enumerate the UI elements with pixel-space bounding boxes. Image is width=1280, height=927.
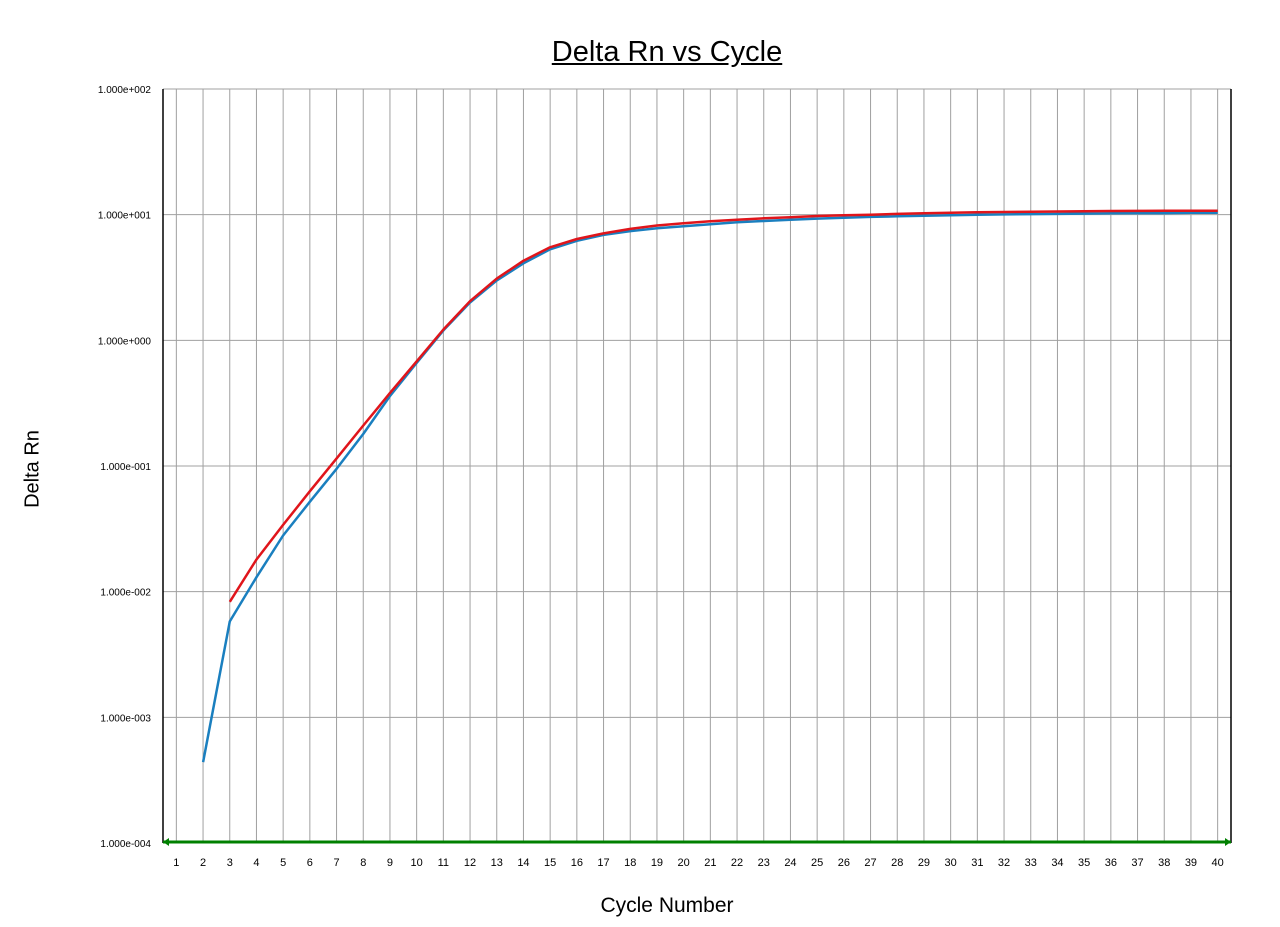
x-tick-label: 24 xyxy=(784,857,796,869)
x-tick-label: 13 xyxy=(491,857,503,869)
x-tick-label: 15 xyxy=(544,857,556,869)
x-tick-label: 3 xyxy=(227,857,233,869)
y-tick-label: 1.000e-004 xyxy=(100,839,151,850)
x-tick-label: 33 xyxy=(1025,857,1037,869)
x-tick-label: 37 xyxy=(1131,857,1143,869)
y-tick-label: 1.000e+001 xyxy=(98,211,152,222)
tick-layer: 1.000e+002 1.000e+001 1.000e+000 1.000e-001… xyxy=(98,85,1224,869)
x-tick-label: 5 xyxy=(280,857,286,869)
x-tick-label: 34 xyxy=(1051,857,1063,869)
y-tick-label: 1.000e-002 xyxy=(100,588,151,599)
x-axis-label: Cycle Number xyxy=(600,894,734,917)
series-line-2 xyxy=(228,209,1218,603)
x-tick-label: 28 xyxy=(891,857,903,869)
threshold-left-arrow xyxy=(163,838,169,846)
x-tick-label: 30 xyxy=(945,857,957,869)
x-tick-label: 19 xyxy=(651,857,663,869)
x-tick-label: 23 xyxy=(758,857,770,869)
x-tick-label: 26 xyxy=(838,857,850,869)
series-line-1 xyxy=(201,211,1218,763)
chart-title: Delta Rn vs Cycle xyxy=(551,36,783,68)
x-tick-label: 25 xyxy=(811,857,823,869)
x-tick-label: 10 xyxy=(411,857,423,869)
x-tick-label: 31 xyxy=(971,857,983,869)
x-tick-label: 17 xyxy=(597,857,609,869)
x-tick-label: 7 xyxy=(333,857,339,869)
x-tick-label: 1 xyxy=(173,857,179,869)
threshold-right-arrow xyxy=(1225,838,1231,846)
x-tick-label: 11 xyxy=(438,857,449,869)
y-tick-label: 1.000e-001 xyxy=(100,462,151,473)
x-tick-label: 9 xyxy=(387,857,393,869)
x-tick-label: 4 xyxy=(253,857,259,869)
x-tick-label: 29 xyxy=(918,857,930,869)
x-tick-label: 35 xyxy=(1078,857,1090,869)
x-tick-label: 8 xyxy=(360,857,366,869)
x-tick-label: 6 xyxy=(307,857,313,869)
x-tick-label: 36 xyxy=(1105,857,1117,869)
x-tick-label: 22 xyxy=(731,857,743,869)
x-tick-label: 2 xyxy=(200,857,206,869)
x-tick-label: 18 xyxy=(624,857,636,869)
y-tick-label: 1.000e-003 xyxy=(100,713,151,724)
x-tick-label: 27 xyxy=(864,857,876,869)
x-tick-label: 32 xyxy=(998,857,1010,869)
x-tick-label: 21 xyxy=(704,857,716,869)
x-tick-label: 38 xyxy=(1158,857,1170,869)
axis-layer xyxy=(162,89,1232,846)
x-tick-label: 20 xyxy=(678,857,690,869)
y-tick-label: 1.000e+000 xyxy=(98,336,152,347)
grid-layer xyxy=(163,88,1231,844)
x-tick-label: 14 xyxy=(517,857,529,869)
x-tick-label: 16 xyxy=(571,857,583,869)
series-layer xyxy=(201,209,1218,763)
x-tick-label: 40 xyxy=(1212,857,1224,869)
x-tick-label: 12 xyxy=(464,857,476,869)
y-tick-label: 1.000e+002 xyxy=(98,85,152,96)
x-tick-label: 39 xyxy=(1185,857,1197,869)
